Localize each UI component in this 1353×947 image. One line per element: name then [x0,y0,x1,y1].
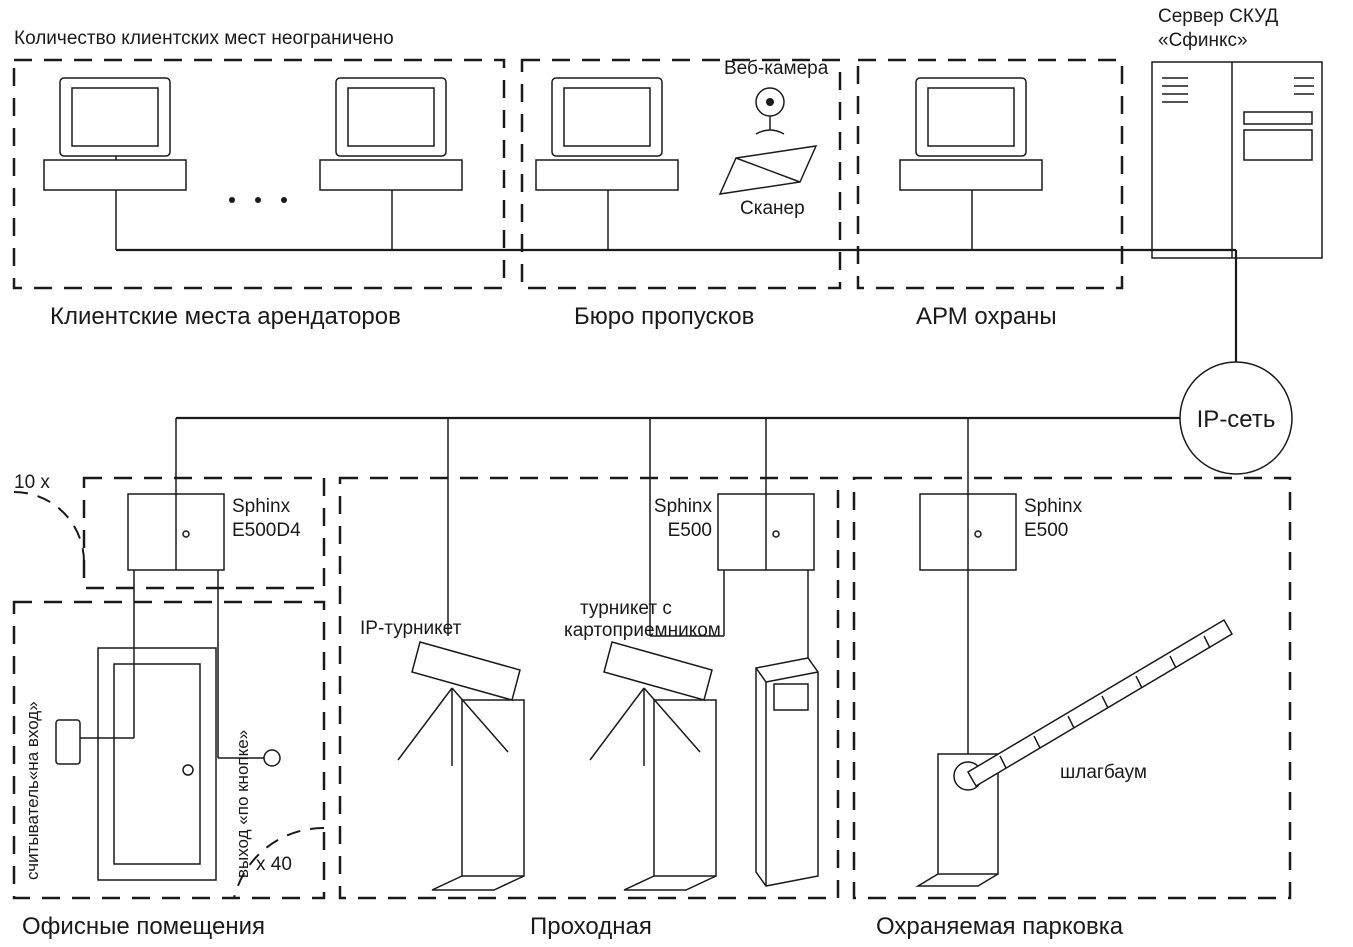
label-e500b-l2: E500 [1024,520,1068,541]
label-e500d4-l2: E500D4 [232,520,301,541]
exit-button-icon [264,750,280,766]
title-server-l1: Сервер СКУД [1158,6,1278,27]
label-webcam: Веб-камера [724,58,829,79]
label-turnstile-l1: турникет с [580,598,672,619]
label-scanner: Сканер [740,198,805,219]
server-icon [1152,62,1322,258]
turnstile-2 [590,642,716,890]
label-barrier: шлагбаум [1060,762,1147,783]
label-e500b-l1: Sphinx [1024,496,1083,517]
label-ip-turnstile: IP-турникет [360,618,462,639]
label-unlimited: Количество клиентских мест неограничено [14,28,394,49]
label-exit-button: выход «по кнопке» [233,730,252,878]
label-turnstile-l2: картоприемником [564,620,721,641]
label-e500a-l1: Sphinx [654,496,713,517]
label-reader-in: считыватель«на вход» [23,701,42,880]
label-x40: x 40 [256,854,292,875]
title-server-l2: «Сфинкс» [1158,30,1248,51]
diagram-root: Количество клиентских мест неограничено … [0,0,1353,947]
title-guard: АРМ охраны [916,303,1057,330]
controller-e500-lobby [718,494,814,570]
controller-e500-parking [920,494,1016,570]
title-offices: Офисные помещения [22,913,265,940]
title-parking: Охраняемая парковка [876,913,1124,940]
pc-tenant-2 [320,78,462,190]
turnstile-1 [398,642,524,890]
title-bureau: Бюро пропусков [574,303,754,330]
webcam-icon [756,88,784,134]
title-tenants: Клиентские места арендаторов [50,303,401,330]
reader-icon [56,720,80,764]
title-lobby: Проходная [530,913,652,940]
scanner-icon [720,146,816,194]
ellipsis-dot [281,197,287,203]
pc-bureau [536,78,678,190]
label-10x: 10 x [14,472,50,493]
ellipsis-dot [229,197,235,203]
label-e500d4-l1: Sphinx [232,496,291,517]
label-ipnet: IP-сеть [1197,406,1276,433]
pc-tenant-1 [44,78,186,190]
label-e500a-l2: E500 [668,520,712,541]
ellipsis-dot [255,197,261,203]
card-dispenser [756,658,818,886]
arc-10x [14,492,84,562]
barrier-icon [918,620,1232,886]
pc-guard [900,78,1042,190]
controller-e500d4 [128,494,224,570]
door-icon [98,648,216,880]
